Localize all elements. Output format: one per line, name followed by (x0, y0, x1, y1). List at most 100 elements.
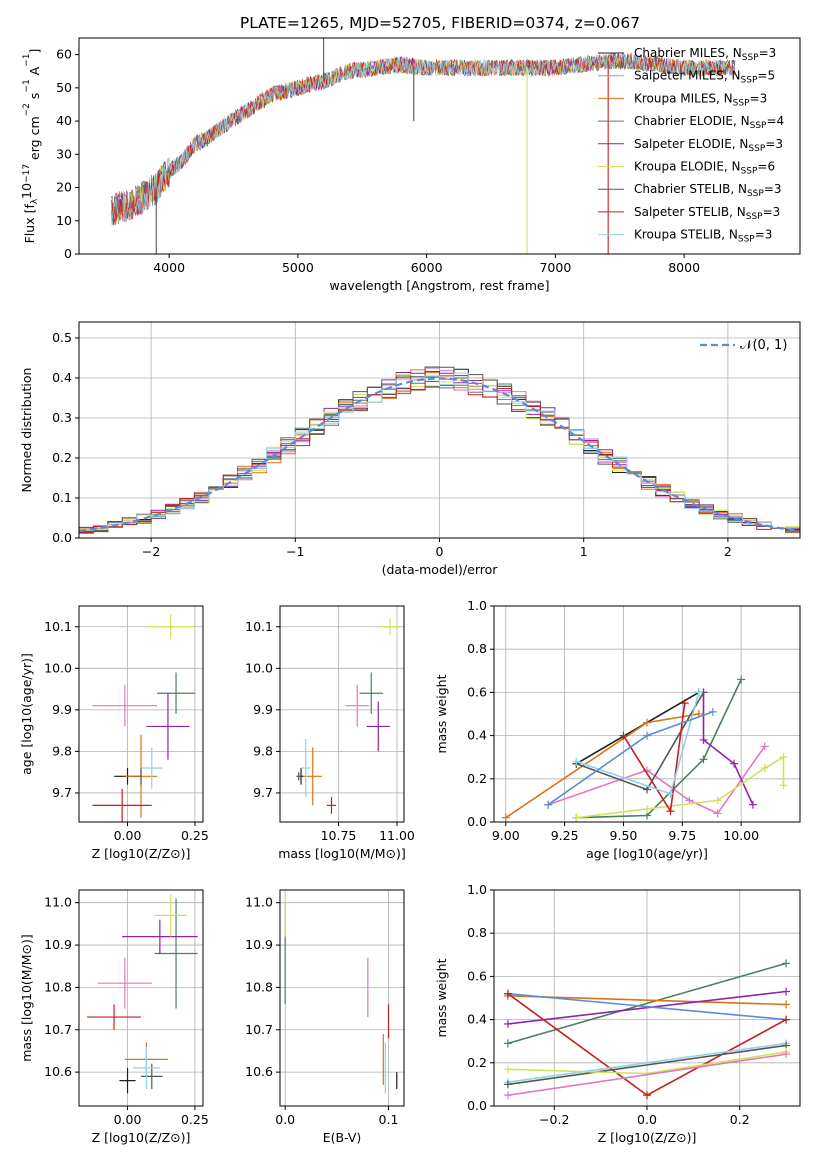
legend-entry: Chabrier STELIB, NSSP=3 (634, 182, 782, 199)
y-axis-label: mass weight (434, 674, 449, 753)
y-tick-label: 9.8 (253, 743, 273, 758)
y-tick-label: 10.8 (44, 979, 72, 994)
x-tick-label: 10.00 (723, 828, 759, 843)
y-tick-label: 0.2 (467, 771, 487, 786)
x-tick-label: −2 (142, 544, 160, 559)
x-tick-label: 9.00 (492, 828, 520, 843)
weight-line (507, 1053, 787, 1096)
x-tick-label: 9.25 (551, 828, 579, 843)
x-tick-label: 5000 (282, 260, 314, 275)
x-tick-label: −0.2 (539, 1112, 569, 1127)
axes-frame (493, 605, 801, 823)
x-axis-label: (data-model)/error (382, 562, 499, 577)
y-tick-label: 11.0 (44, 895, 72, 910)
x-tick-label: 0 (436, 544, 444, 559)
legend-entry: Salpeter STELIB, NSSP=3 (634, 205, 780, 222)
y-tick-label: 0.2 (467, 1055, 487, 1070)
weight-line (547, 711, 714, 806)
y-tick-label: 0.1 (52, 490, 72, 505)
y-tick-label: 0.4 (467, 1012, 487, 1027)
weight-line (507, 1044, 787, 1086)
figure-title: PLATE=1265, MJD=52705, FIBERID=0374, z=0… (240, 14, 640, 32)
x-tick-label: −1 (286, 544, 304, 559)
y-tick-label: 40 (56, 113, 72, 128)
axes-frame (78, 321, 801, 539)
y-tick-label: 10.7 (44, 1022, 72, 1037)
spectrum-panel (75, 54, 685, 258)
weight-line (576, 679, 742, 819)
y-tick-label: 0.0 (52, 530, 72, 545)
spectrum-line (110, 53, 736, 223)
y-axis-label: Flux [fλ10−17 erg cm−2 s−1 A−1] (19, 49, 42, 244)
y-tick-label: 10.0 (44, 660, 72, 675)
x-tick-label: 0.0 (637, 1112, 657, 1127)
y-tick-label: 10.1 (44, 619, 72, 634)
y-axis-label: mass [log10(M/M⊙)] (19, 934, 34, 1062)
y-tick-label: 10.1 (245, 619, 273, 634)
x-axis-label: Z [log10(Z/Z⊙)] (598, 1130, 697, 1145)
y-tick-label: 9.7 (253, 785, 273, 800)
x-tick-label: 0.2 (730, 1112, 750, 1127)
legend-entry: Kroupa ELODIE, NSSP=6 (634, 160, 775, 177)
x-axis-label: wavelength [Angstrom, rest frame] (329, 278, 549, 293)
x-axis-label: Z [log10(Z/Z⊙)] (92, 846, 191, 861)
weight-line (507, 1042, 787, 1083)
weight-line (622, 703, 686, 814)
y-tick-label: 9.7 (52, 785, 72, 800)
legend-entry: 𝒩(0, 1) (740, 338, 787, 353)
histogram-step (79, 371, 800, 534)
legend-entry: Kroupa STELIB, NSSP=3 (634, 228, 772, 245)
y-tick-label: 10.8 (245, 979, 273, 994)
x-tick-label: 9.50 (610, 828, 638, 843)
y-tick-label: 9.9 (52, 702, 72, 717)
age_vs_Z-panel (75, 606, 203, 826)
weight-line (547, 745, 766, 815)
x-tick-label: 2 (724, 544, 732, 559)
axes-frame (78, 605, 204, 823)
y-tick-label: 10.0 (245, 660, 273, 675)
x-tick-label: 8000 (668, 260, 700, 275)
weight_vs_age-panel (490, 605, 800, 826)
x-tick-label: 0.1 (379, 1112, 399, 1127)
y-tick-label: 9.8 (52, 743, 72, 758)
y-tick-label: 0.0 (467, 814, 487, 829)
x-tick-label: 0.00 (114, 1112, 142, 1127)
y-tick-label: 10.6 (44, 1064, 72, 1079)
y-tick-label: 10.9 (245, 937, 273, 952)
y-tick-label: 60 (56, 47, 72, 62)
y-tick-label: 0.8 (467, 641, 487, 656)
axes-frame (279, 889, 405, 1107)
normal-curve (78, 377, 801, 533)
y-tick-label: 0 (64, 246, 72, 261)
x-tick-label: 0.00 (114, 828, 142, 843)
age_vs_mass-panel (276, 606, 404, 826)
y-tick-label: 0.4 (52, 370, 72, 385)
x-tick-label: 6000 (411, 260, 443, 275)
y-tick-label: 0.8 (467, 925, 487, 940)
y-tick-label: 11.0 (245, 895, 273, 910)
x-axis-label: mass [log10(M/M⊙)] (278, 846, 406, 861)
x-axis-label: Z [log10(Z/Z⊙)] (92, 1130, 191, 1145)
x-tick-label: 1 (580, 544, 588, 559)
y-tick-label: 0.3 (52, 410, 72, 425)
y-tick-label: 0.6 (467, 684, 487, 699)
y-tick-label: 0.5 (52, 330, 72, 345)
weight-line (507, 990, 787, 1025)
x-tick-label: 4000 (153, 260, 185, 275)
y-axis-label: age [log10(age/yr)] (19, 653, 34, 775)
legend-entry: Kroupa MILES, NSSP=3 (634, 91, 767, 108)
y-tick-label: 30 (56, 146, 72, 161)
y-tick-label: 0.0 (467, 1098, 487, 1113)
legend-entry: Chabrier ELODIE, NSSP=4 (634, 114, 784, 131)
y-tick-label: 10 (56, 213, 72, 228)
axes-frame (78, 889, 204, 1107)
spectrum-line (110, 52, 736, 225)
x-tick-label: 0.0 (275, 1112, 295, 1127)
legend-entry: Salpeter ELODIE, NSSP=3 (634, 137, 783, 154)
weight-line (576, 755, 785, 819)
y-tick-label: 9.9 (253, 702, 273, 717)
x-tick-label: 9.75 (668, 828, 696, 843)
legend-entry: Chabrier MILES, NSSP=3 (634, 46, 776, 63)
weight-line (702, 692, 754, 806)
